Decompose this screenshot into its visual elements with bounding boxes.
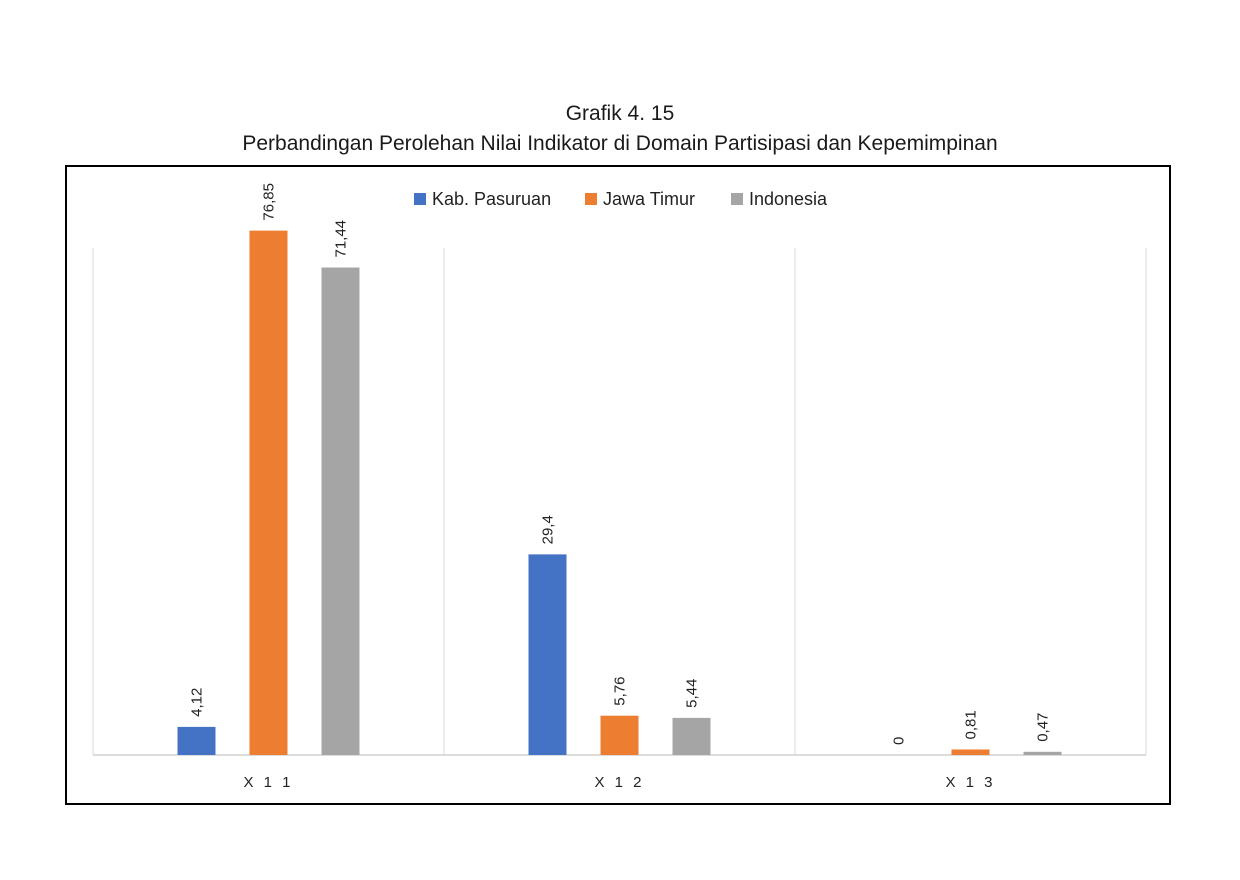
legend-label: Jawa Timur [603, 189, 695, 209]
data-label: 0,47 [1035, 713, 1052, 742]
legend-label: Kab. Pasuruan [432, 189, 551, 209]
chart-caption-title: Perbandingan Perolehan Nilai Indikator d… [242, 132, 998, 155]
legend-label: Indonesia [749, 189, 828, 209]
bar-jawa-timur-x11 [249, 230, 288, 756]
bar-kab-pasuruan-x11 [177, 726, 216, 755]
x-tick-label: X 1 1 [243, 774, 293, 791]
x-tick-label: X 1 3 [945, 774, 995, 791]
data-label: 71,44 [333, 220, 350, 258]
data-label: 5,44 [684, 679, 701, 708]
data-label: 0 [891, 737, 908, 745]
bar-kab-pasuruan-x12 [528, 554, 567, 755]
data-label: 0,81 [963, 710, 980, 739]
x-tick-label: X 1 2 [594, 774, 644, 791]
bar-jawa-timur-x13 [951, 749, 990, 755]
bar-indonesia-x11 [321, 267, 360, 755]
bar-indonesia-x12 [672, 717, 711, 755]
bar-jawa-timur-x12 [600, 715, 639, 755]
bar-indonesia-x13 [1023, 751, 1062, 755]
data-label: 29,4 [540, 515, 557, 544]
chart-frame [65, 165, 1171, 805]
data-label: 4,12 [189, 688, 206, 717]
data-label: 5,76 [612, 676, 629, 705]
legend-swatch [585, 193, 597, 205]
legend-swatch [414, 193, 426, 205]
legend-swatch [731, 193, 743, 205]
data-label: 76,85 [261, 183, 278, 221]
chart-caption-number: Grafik 4. 15 [565, 102, 675, 125]
